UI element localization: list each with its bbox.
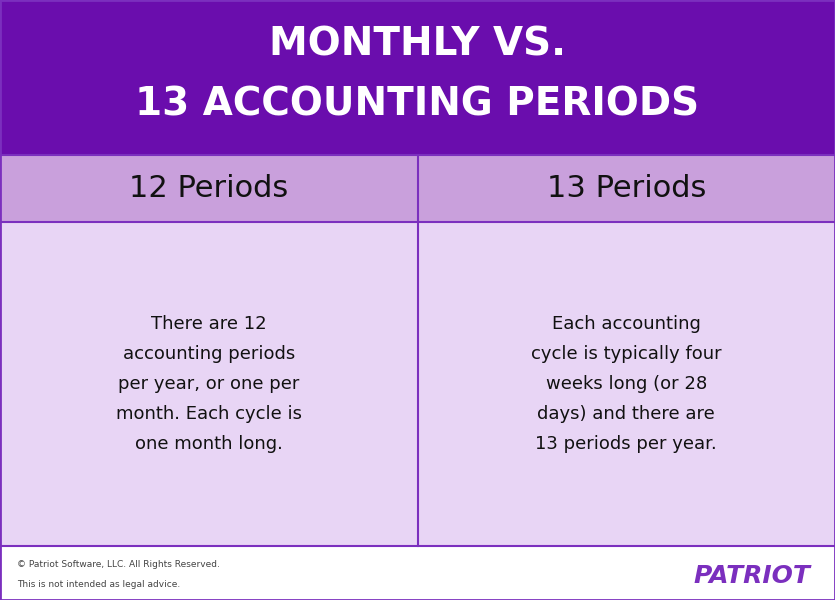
Text: 12 Periods: 12 Periods (129, 174, 288, 203)
Text: © Patriot Software, LLC. All Rights Reserved.: © Patriot Software, LLC. All Rights Rese… (17, 560, 220, 569)
Text: MONTHLY VS.: MONTHLY VS. (269, 25, 566, 64)
FancyBboxPatch shape (418, 155, 835, 222)
FancyBboxPatch shape (0, 546, 835, 600)
FancyBboxPatch shape (418, 222, 835, 546)
Text: 13 Periods: 13 Periods (547, 174, 706, 203)
FancyBboxPatch shape (0, 155, 418, 222)
Text: This is not intended as legal advice.: This is not intended as legal advice. (17, 580, 180, 589)
Text: Each accounting
cycle is typically four
weeks long (or 28
days) and there are
13: Each accounting cycle is typically four … (531, 315, 721, 453)
Text: PATRIOT: PATRIOT (693, 564, 810, 588)
Text: 13 ACCOUNTING PERIODS: 13 ACCOUNTING PERIODS (135, 85, 700, 124)
FancyBboxPatch shape (0, 0, 835, 155)
FancyBboxPatch shape (0, 222, 418, 546)
Text: There are 12
accounting periods
per year, or one per
month. Each cycle is
one mo: There are 12 accounting periods per year… (116, 315, 301, 453)
